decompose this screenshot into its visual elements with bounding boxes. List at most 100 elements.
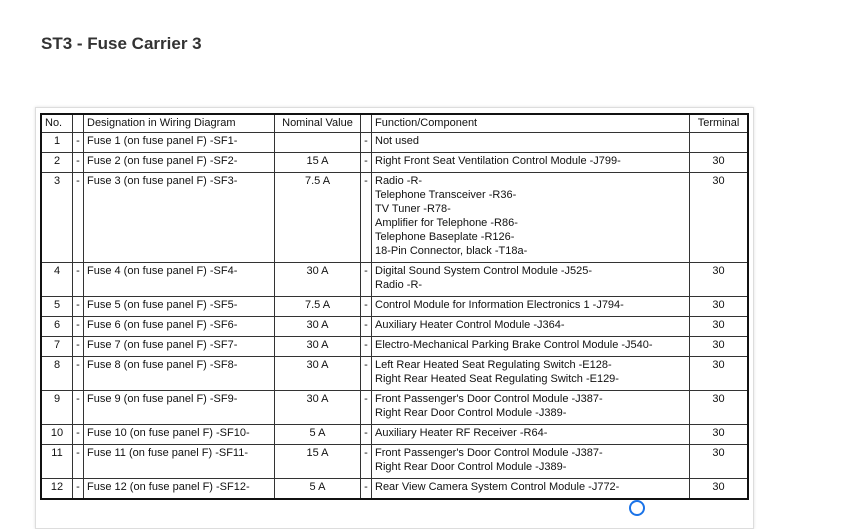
terminal-cell: 30 [689,296,749,317]
header-no: No. [40,113,73,133]
nominal-value-cell: 7.5 A [274,172,361,263]
table-row: 12- Fuse 12 (on fuse panel F) -SF12- 5 A-R… [40,478,749,500]
function-cell: Auxiliary Heater Control Module -J364- [371,316,690,337]
function-line: Left Rear Heated Seat Regulating Switch … [375,359,612,371]
function-cell: Digital Sound System Control Module -J52… [371,262,690,297]
function-line: TV Tuner -R78- [375,203,451,215]
fuse-number: 7 [40,336,73,357]
terminal-cell: 30 [689,390,749,425]
function-cell: Auxiliary Heater RF Receiver -R64- [371,424,690,445]
table-row: 2- Fuse 2 (on fuse panel F) -SF2- 15 A - Rig… [40,152,749,173]
nominal-value-cell: 30 A [274,262,361,297]
dash-cell: - [360,356,372,391]
designation-cell: Fuse 7 (on fuse panel F) -SF7- [83,336,275,357]
function-line: Front Passenger's Door Control Module -J… [375,447,603,459]
designation-cell: Fuse 10 (on fuse panel F) -SF10- [83,424,275,445]
dash-cell: - [360,390,372,425]
dash-cell: - [72,152,84,173]
nominal-value-cell: 15 A [274,444,361,479]
table-row: 4- Fuse 4 (on fuse panel F) -SF4- 30 A - Dig… [40,262,749,297]
table-row: 1- Fuse 1 (on fuse panel F) -SF1- - Not use… [40,132,749,153]
function-line: Telephone Baseplate -R126- [375,231,515,243]
header-nominal-value: Nominal Value [274,113,361,133]
designation-cell: Fuse 6 (on fuse panel F) -SF6- [83,316,275,337]
fuse-number: 12 [40,478,73,500]
designation-cell: Fuse 4 (on fuse panel F) -SF4- [83,262,275,297]
terminal-cell: 30 [689,356,749,391]
dash-cell: - [360,296,372,317]
fuse-number: 3 [40,172,73,263]
table-row: 3- Fuse 3 (on fuse panel F) -SF3- 7.5 A - Ra… [40,172,749,263]
dash-cell: - [72,478,84,500]
terminal-cell: 30 [689,152,749,173]
terminal-cell: 30 [689,316,749,337]
function-cell: Radio -R- Telephone Transceiver -R36- TV T… [371,172,690,263]
dash-cell: - [72,356,84,391]
dash-cell: - [72,296,84,317]
dash-cell: - [360,424,372,445]
nominal-value-cell: 15 A [274,152,361,173]
fuse-number: 4 [40,262,73,297]
fuse-number: 2 [40,152,73,173]
dash-cell: - [360,172,372,263]
fuse-number: 1 [40,132,73,153]
fuse-table-image: No. Designation in Wiring Diagram Nomina… [35,107,754,529]
function-cell: Front Passenger's Door Control Module -J… [371,390,690,425]
table-row: 5- Fuse 5 (on fuse panel F) -SF5- 7.5 A - Co… [40,296,749,317]
fuse-number: 8 [40,356,73,391]
dash-cell: - [72,336,84,357]
designation-cell: Fuse 3 (on fuse panel F) -SF3- [83,172,275,263]
header-terminal: Terminal [689,113,749,133]
dash-cell: - [72,390,84,425]
function-line: Radio -R- [375,279,423,291]
terminal-cell [689,132,749,153]
function-line: Right Rear Door Control Module -J389- [375,461,567,473]
nominal-value-cell: 5 A [274,478,361,500]
function-line: Radio -R- [375,175,423,187]
function-line: Amplifier for Telephone -R86- [375,217,518,229]
nominal-value-cell: 30 A [274,356,361,391]
fuse-number: 9 [40,390,73,425]
function-line: Digital Sound System Control Module -J52… [375,265,593,277]
function-line: Right Rear Heated Seat Regulating Switch… [375,373,619,385]
dash-cell: - [360,336,372,357]
function-cell: Electro-Mechanical Parking Brake Control… [371,336,690,357]
header-designation: Designation in Wiring Diagram [83,113,275,133]
nominal-value-cell [274,132,361,153]
table-row: 6- Fuse 6 (on fuse panel F) -SF6- 30 A - Aux… [40,316,749,337]
dash-cell: - [360,316,372,337]
function-line: Front Passenger's Door Control Module -J… [375,393,603,405]
dash-cell: - [72,262,84,297]
dash-cell: - [72,424,84,445]
dash-cell: - [72,132,84,153]
terminal-cell: 30 [689,336,749,357]
function-line: Control Module for Information Electroni… [375,299,624,311]
function-line: Auxiliary Heater Control Module -J364- [375,319,565,331]
dash-cell: - [360,262,372,297]
nominal-value-cell: 30 A [274,336,361,357]
fuse-number: 10 [40,424,73,445]
function-line: Rear View Camera System Control Module -… [375,481,620,493]
dash-cell: - [72,444,84,479]
table-row: 8- Fuse 8 (on fuse panel F) -SF8- 30 A - Lef… [40,356,749,391]
function-cell: Right Front Seat Ventilation Control Mod… [371,152,690,173]
function-line: Telephone Transceiver -R36- [375,189,517,201]
designation-cell: Fuse 9 (on fuse panel F) -SF9- [83,390,275,425]
function-line: Electro-Mechanical Parking Brake Control… [375,339,653,351]
fuse-number: 5 [40,296,73,317]
function-cell: Front Passenger's Door Control Module -J… [371,444,690,479]
terminal-cell: 30 [689,172,749,263]
table-row: 11- Fuse 11 (on fuse panel F) -SF11- 15 A-… [40,444,749,479]
designation-cell: Fuse 2 (on fuse panel F) -SF2- [83,152,275,173]
dash-cell: - [360,444,372,479]
function-line: Auxiliary Heater RF Receiver -R64- [375,427,548,439]
table-row: 7- Fuse 7 (on fuse panel F) -SF7- 30 A - Ele… [40,336,749,357]
terminal-cell: 30 [689,444,749,479]
fuse-number: 11 [40,444,73,479]
designation-cell: Fuse 11 (on fuse panel F) -SF11- [83,444,275,479]
help-circle-icon[interactable] [629,500,645,516]
terminal-cell: 30 [689,478,749,500]
header-dash [72,113,84,133]
header-function: Function/Component [371,113,690,133]
function-line: Not used [375,135,420,147]
